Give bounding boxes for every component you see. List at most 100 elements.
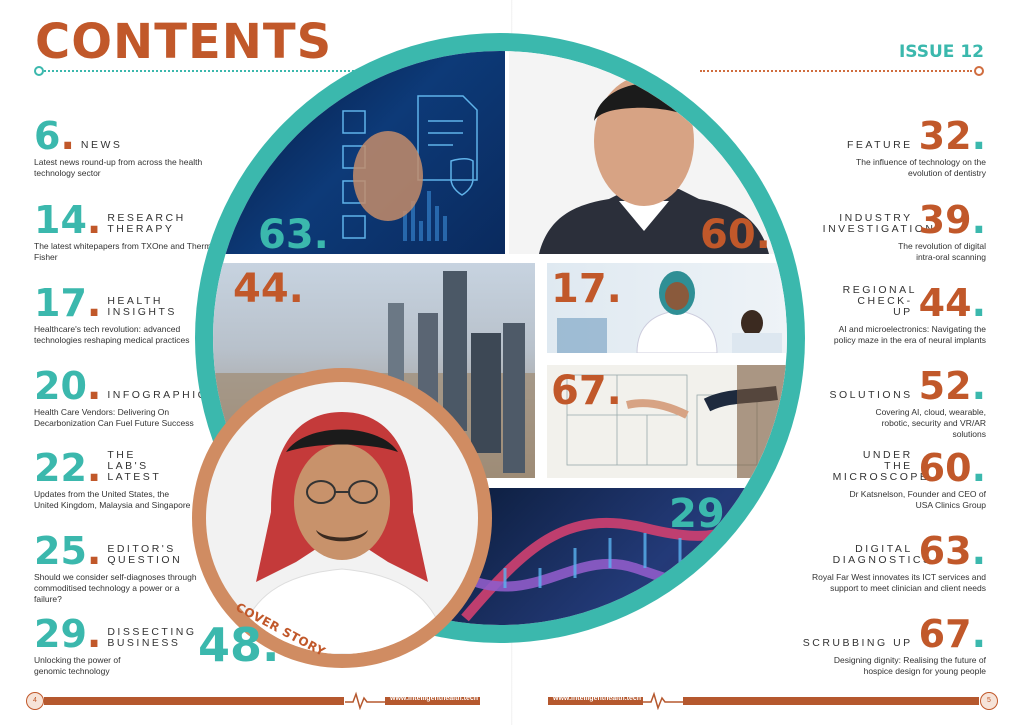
toc-entry[interactable]: 14. RESEARCH THERAPY The latest whitepape… bbox=[34, 198, 234, 263]
dot: . bbox=[971, 281, 986, 325]
section-label: SOLUTIONS bbox=[829, 389, 913, 401]
section-description: Covering AI, cloud, wearable, robotic, s… bbox=[875, 407, 986, 439]
section-description: Updates from the United States, the Unit… bbox=[34, 489, 191, 510]
photo-page-number: 67. bbox=[551, 368, 622, 414]
toc-entry[interactable]: UNDER THE MICROSCOPE 60. Dr Katsnelson, F… bbox=[786, 446, 986, 511]
doctor-illustration bbox=[557, 271, 782, 353]
dot: . bbox=[971, 114, 986, 158]
photo-page-number: 44. bbox=[233, 266, 304, 312]
toc-entry[interactable]: FEATURE 32. The influence of technology o… bbox=[786, 114, 986, 179]
photo-page-number: 17. bbox=[551, 266, 622, 312]
dot: . bbox=[971, 364, 986, 408]
section-label: EDITOR'S QUESTION bbox=[107, 543, 183, 566]
section-description: Unlocking the power of genomic technolog… bbox=[34, 655, 121, 676]
dot: . bbox=[60, 114, 75, 158]
dot-marker-right bbox=[974, 66, 984, 76]
toc-entry[interactable]: 20. INFOGRAPHIC Health Care Vendors: Deli… bbox=[34, 364, 234, 429]
dot: . bbox=[86, 281, 102, 325]
toc-entry[interactable]: SOLUTIONS 52. Covering AI, cloud, wearabl… bbox=[786, 364, 986, 440]
footer-bar-right bbox=[683, 697, 979, 705]
section-description: Latest news round-up from across the hea… bbox=[34, 157, 203, 178]
page-number-right: 5 bbox=[980, 692, 998, 710]
toc-entry[interactable]: REGIONAL CHECK-UP 44. AI and microelectro… bbox=[786, 281, 986, 346]
section-label: NEWS bbox=[80, 139, 123, 151]
section-label: DISSECTING BUSINESS bbox=[107, 626, 197, 649]
section-description: AI and microelectronics: Navigating the … bbox=[833, 324, 986, 345]
cover-illustration bbox=[235, 412, 449, 654]
footer-url-left[interactable]: www.intelligenthealth.tech bbox=[390, 695, 479, 702]
page-number: 32 bbox=[918, 114, 972, 158]
dot: . bbox=[86, 529, 102, 573]
plans-photo[interactable] bbox=[547, 365, 787, 478]
photo-page-number: 60. bbox=[700, 212, 771, 258]
section-label: THE LAB'S LATEST bbox=[107, 449, 162, 483]
page-number: 29 bbox=[34, 612, 87, 656]
dot: . bbox=[971, 529, 986, 573]
toc-entry[interactable]: INDUSTRY INVESTIGATION 39. The revolution… bbox=[786, 198, 986, 263]
dot: . bbox=[971, 198, 986, 242]
section-label: INFOGRAPHIC bbox=[107, 389, 208, 401]
toc-entry[interactable]: DIGITAL DIAGNOSTICS 63. Royal Far West in… bbox=[786, 529, 986, 594]
page-number-left: 4 bbox=[26, 692, 44, 710]
dot-marker-left bbox=[34, 66, 44, 76]
section-label: DIGITAL DIAGNOSTICS bbox=[832, 543, 933, 566]
heartbeat-icon bbox=[643, 690, 683, 715]
cover-page-number: 48. bbox=[198, 618, 280, 672]
dna-photo[interactable] bbox=[445, 488, 787, 625]
footer-bar-right-url bbox=[548, 697, 643, 705]
section-label: FEATURE bbox=[846, 139, 913, 151]
portrait-illustration bbox=[539, 76, 769, 254]
toc-entry[interactable]: 17. HEALTH INSIGHTS Healthcare's tech rev… bbox=[34, 281, 234, 346]
page-number: 14 bbox=[34, 198, 87, 242]
cover-story-photo[interactable] bbox=[206, 382, 478, 654]
page-number: 60 bbox=[918, 446, 972, 490]
footer-bar-left bbox=[44, 697, 344, 705]
photo-page-number: 29. bbox=[669, 491, 740, 537]
footer-bar-left-url bbox=[385, 697, 480, 705]
section-label: SCRUBBING UP bbox=[802, 637, 913, 649]
toc-entry[interactable]: 6. NEWS Latest news round-up from across … bbox=[34, 114, 234, 179]
section-description: The influence of technology on the evolu… bbox=[856, 157, 986, 178]
toc-entry[interactable]: 29. DISSECTING BUSINESS Unlocking the pow… bbox=[34, 612, 234, 677]
page-number: 22 bbox=[34, 446, 87, 490]
dot: . bbox=[971, 612, 986, 656]
page-number: 52 bbox=[918, 364, 972, 408]
page-number: 44 bbox=[918, 281, 972, 325]
dot: . bbox=[86, 198, 102, 242]
section-label: HEALTH INSIGHTS bbox=[107, 295, 177, 318]
section-label: INDUSTRY INVESTIGATION bbox=[822, 212, 936, 235]
tech-photo[interactable] bbox=[213, 51, 505, 254]
dot: . bbox=[86, 364, 102, 408]
section-description: Royal Far West innovates its ICT service… bbox=[811, 572, 986, 593]
heartbeat-icon bbox=[345, 690, 385, 715]
section-description: The revolution of digital intra-oral sca… bbox=[898, 241, 986, 262]
page-number: 25 bbox=[34, 529, 87, 573]
section-description: Dr Katsnelson, Founder and CEO of USA Cl… bbox=[849, 489, 986, 510]
dot: . bbox=[86, 612, 102, 656]
toc-entry[interactable]: SCRUBBING UP 67. Designing dignity: Reali… bbox=[786, 612, 986, 677]
plans-illustration bbox=[566, 365, 787, 478]
page-number: 6 bbox=[34, 114, 61, 158]
toc-entry[interactable]: 25. EDITOR'S QUESTION Should we consider … bbox=[34, 529, 234, 605]
issue-label: ISSUE 12 bbox=[898, 42, 984, 62]
page-number: 63 bbox=[918, 529, 972, 573]
dot: . bbox=[86, 446, 102, 490]
doctor-photo[interactable] bbox=[547, 263, 787, 353]
toc-entry[interactable]: 22. THE LAB'S LATEST Updates from the Uni… bbox=[34, 446, 234, 511]
section-description: Designing dignity: Realising the future … bbox=[833, 655, 986, 676]
photo-page-number: 63. bbox=[258, 212, 329, 258]
page-number: 17 bbox=[34, 281, 87, 325]
portrait-photo[interactable] bbox=[509, 51, 787, 254]
page-number: 67 bbox=[918, 612, 972, 656]
dotted-rule-right bbox=[700, 70, 972, 72]
dot: . bbox=[971, 446, 986, 490]
section-label: UNDER THE MICROSCOPE bbox=[832, 449, 930, 483]
section-description: Should we consider self-diagnoses throug… bbox=[34, 572, 197, 604]
section-label: RESEARCH THERAPY bbox=[107, 212, 186, 235]
page-number: 39 bbox=[918, 198, 972, 242]
footer-url-right[interactable]: www.intelligenthealth.tech bbox=[553, 695, 642, 702]
section-label: REGIONAL CHECK-UP bbox=[842, 284, 917, 318]
section-description: The latest whitepapers from TXOne and Th… bbox=[34, 241, 217, 262]
section-description: Health Care Vendors: Delivering On Decar… bbox=[34, 407, 194, 428]
